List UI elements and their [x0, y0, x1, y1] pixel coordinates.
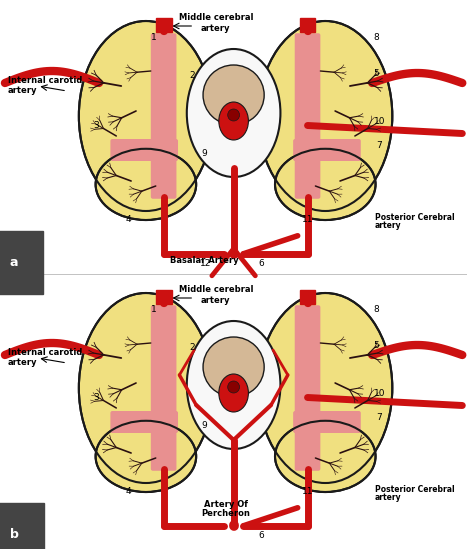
- FancyBboxPatch shape: [293, 411, 361, 433]
- Text: 2: 2: [190, 71, 195, 81]
- Ellipse shape: [228, 109, 239, 121]
- Text: 5: 5: [374, 341, 379, 350]
- Text: Artery Of: Artery Of: [204, 500, 248, 509]
- Ellipse shape: [79, 293, 213, 483]
- Ellipse shape: [187, 321, 281, 449]
- Text: Percheron: Percheron: [201, 509, 250, 518]
- Ellipse shape: [258, 21, 392, 211]
- Text: 3: 3: [94, 121, 100, 131]
- FancyBboxPatch shape: [110, 411, 178, 433]
- Ellipse shape: [96, 421, 196, 492]
- Ellipse shape: [219, 102, 248, 140]
- Text: a: a: [10, 256, 18, 269]
- Ellipse shape: [96, 149, 196, 220]
- Bar: [156, 290, 172, 304]
- Text: 9: 9: [201, 422, 207, 430]
- Ellipse shape: [275, 421, 375, 492]
- Text: artery: artery: [8, 358, 37, 367]
- Text: 10: 10: [374, 116, 385, 126]
- Ellipse shape: [203, 337, 264, 397]
- Text: artery: artery: [374, 221, 401, 230]
- Text: 3: 3: [94, 394, 100, 402]
- Ellipse shape: [203, 65, 264, 125]
- Text: 11: 11: [302, 488, 313, 496]
- Text: 1: 1: [151, 305, 156, 315]
- Bar: [300, 18, 315, 32]
- Ellipse shape: [275, 149, 375, 220]
- Text: 7: 7: [377, 413, 383, 423]
- Text: Middle cerebral: Middle cerebral: [179, 285, 253, 294]
- Text: 8: 8: [374, 33, 379, 42]
- Text: Basalar Artery: Basalar Artery: [170, 256, 238, 265]
- Text: artery: artery: [201, 24, 231, 33]
- Bar: [300, 290, 315, 304]
- Ellipse shape: [258, 293, 392, 483]
- FancyBboxPatch shape: [293, 139, 361, 161]
- Text: 7: 7: [377, 142, 383, 150]
- Text: 1: 1: [151, 33, 156, 42]
- Text: Middle cerebral: Middle cerebral: [179, 13, 253, 22]
- FancyBboxPatch shape: [295, 305, 320, 470]
- Text: Internal carotid: Internal carotid: [8, 348, 82, 357]
- Ellipse shape: [219, 374, 248, 412]
- Text: Internal carotid: Internal carotid: [8, 76, 82, 85]
- Text: artery: artery: [374, 493, 401, 502]
- Text: 8: 8: [374, 305, 379, 315]
- Text: 12: 12: [201, 259, 212, 268]
- Text: 9: 9: [201, 149, 207, 159]
- Text: artery: artery: [201, 296, 231, 305]
- Text: Posterior Cerebral: Posterior Cerebral: [374, 213, 454, 222]
- FancyBboxPatch shape: [295, 33, 320, 199]
- Ellipse shape: [79, 21, 213, 211]
- FancyBboxPatch shape: [110, 139, 178, 161]
- Text: 4: 4: [125, 216, 131, 225]
- FancyBboxPatch shape: [151, 33, 176, 199]
- Text: 6: 6: [258, 531, 264, 540]
- Bar: [156, 18, 172, 32]
- Text: artery: artery: [8, 86, 37, 95]
- FancyBboxPatch shape: [151, 305, 176, 470]
- Ellipse shape: [187, 49, 281, 177]
- Text: 2: 2: [190, 344, 195, 352]
- Text: 11: 11: [302, 216, 313, 225]
- Text: 6: 6: [258, 259, 264, 268]
- Ellipse shape: [228, 381, 239, 393]
- Text: Posterior Cerebral: Posterior Cerebral: [374, 485, 454, 494]
- Text: 4: 4: [125, 488, 131, 496]
- Text: b: b: [10, 528, 19, 541]
- Text: 10: 10: [374, 389, 385, 397]
- Text: 5: 5: [374, 70, 379, 79]
